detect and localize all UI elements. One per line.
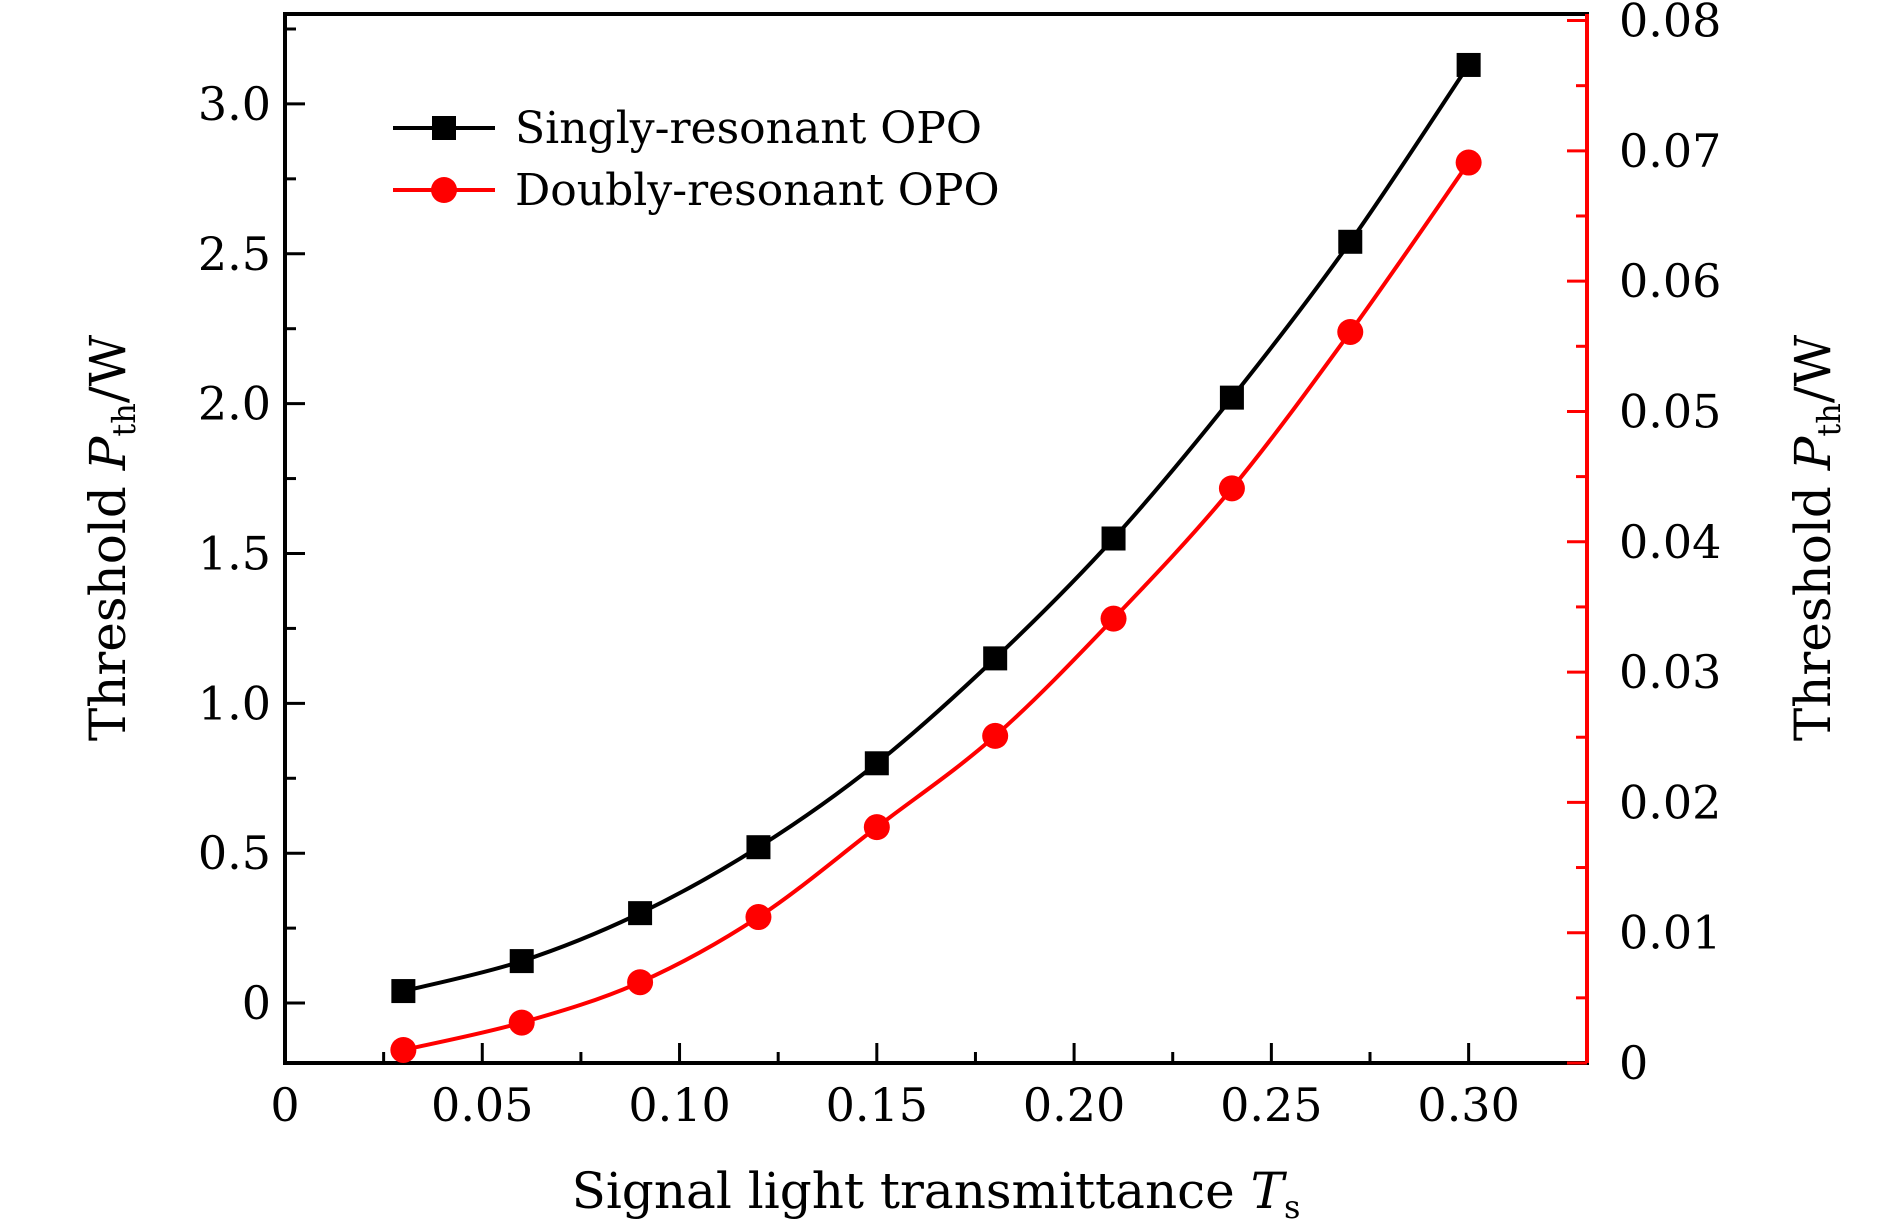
x-axis-title: Signal light transmittance Ts: [572, 1162, 1301, 1226]
left-tick-label: 3.0: [198, 77, 271, 131]
x-tick-label: 0.30: [1417, 1078, 1519, 1132]
x-axis-ticks: 0 0.05 0.10 0.15 0.20 0.25 0.30: [270, 1043, 1520, 1132]
legend-entry-doubly-resonant: Doubly-resonant OPO: [393, 165, 1000, 216]
right-tick-label: 0: [1619, 1036, 1648, 1090]
data-point-circle: [1455, 149, 1482, 176]
left-tick-label: 2.0: [198, 377, 271, 431]
right-tick-label: 0.02: [1619, 775, 1721, 829]
series-layer: [390, 52, 1482, 1063]
data-point-square: [628, 901, 653, 926]
data-point-square: [746, 835, 771, 860]
data-point-circle: [1337, 318, 1364, 345]
right-tick-label: 0.05: [1619, 384, 1721, 438]
legend-label-singly: Singly-resonant OPO: [515, 103, 982, 154]
x-tick-label: 0.15: [826, 1078, 928, 1132]
left-axis-ticks: 0 0.5 1.0 1.5 2.0 2.5 3.0: [198, 27, 305, 1030]
x-tick-label: 0.10: [628, 1078, 730, 1132]
data-point-square: [1101, 526, 1126, 551]
x-tick-label: 0.20: [1023, 1078, 1125, 1132]
series-line-doubly-resonant: [402, 161, 1471, 1052]
x-tick-label: 0.25: [1220, 1078, 1322, 1132]
data-point-square: [1456, 52, 1481, 77]
data-point-square: [864, 751, 889, 776]
right-tick-label: 0.01: [1619, 906, 1721, 960]
series-line-singly-resonant: [402, 63, 1471, 994]
data-point-circle: [745, 904, 772, 931]
legend: Singly-resonant OPO Doubly-resonant OPO: [393, 103, 1000, 216]
legend-label-doubly: Doubly-resonant OPO: [515, 165, 1000, 216]
right-tick-label: 0.04: [1619, 515, 1721, 569]
legend-marker-square: [432, 116, 456, 140]
data-point-circle: [390, 1036, 417, 1063]
x-tick-label: 0.05: [431, 1078, 533, 1132]
right-tick-label: 0.07: [1619, 124, 1721, 178]
data-point-square: [1219, 385, 1244, 410]
x-tick-label: 0: [270, 1078, 299, 1132]
data-point-square: [983, 646, 1008, 671]
data-point-circle: [627, 969, 654, 996]
legend-entry-singly-resonant: Singly-resonant OPO: [393, 103, 982, 154]
left-tick-label: 1.5: [198, 526, 271, 580]
right-tick-label: 0.06: [1619, 254, 1721, 308]
data-point-square: [509, 949, 534, 974]
data-point-circle: [508, 1009, 535, 1036]
legend-marker-circle: [431, 177, 457, 203]
left-tick-label: 0: [242, 976, 271, 1030]
data-point-circle: [982, 722, 1009, 749]
right-tick-label: 0.08: [1619, 0, 1721, 48]
data-point-square: [391, 979, 416, 1004]
right-tick-label: 0.03: [1619, 645, 1721, 699]
data-point-circle: [1100, 605, 1127, 632]
right-axis-ticks: 0 0.01 0.02 0.03 0.04 0.05 0.06 0.07 0.08: [1567, 0, 1721, 1090]
left-tick-label: 1.0: [198, 676, 271, 730]
left-axis-title: Threshold Pth/W: [79, 334, 143, 741]
data-point-circle: [863, 814, 890, 841]
left-tick-label: 2.5: [198, 227, 271, 281]
data-point-circle: [1218, 475, 1245, 502]
plot-area: 0 0.05 0.10 0.15 0.20 0.25 0.30 0 0.5 1.0 1.5 2.0 2…: [198, 0, 1722, 1132]
right-axis-title: Threshold Pth/W: [1784, 334, 1848, 741]
data-point-square: [1338, 229, 1363, 254]
left-tick-label: 0.5: [198, 826, 271, 880]
